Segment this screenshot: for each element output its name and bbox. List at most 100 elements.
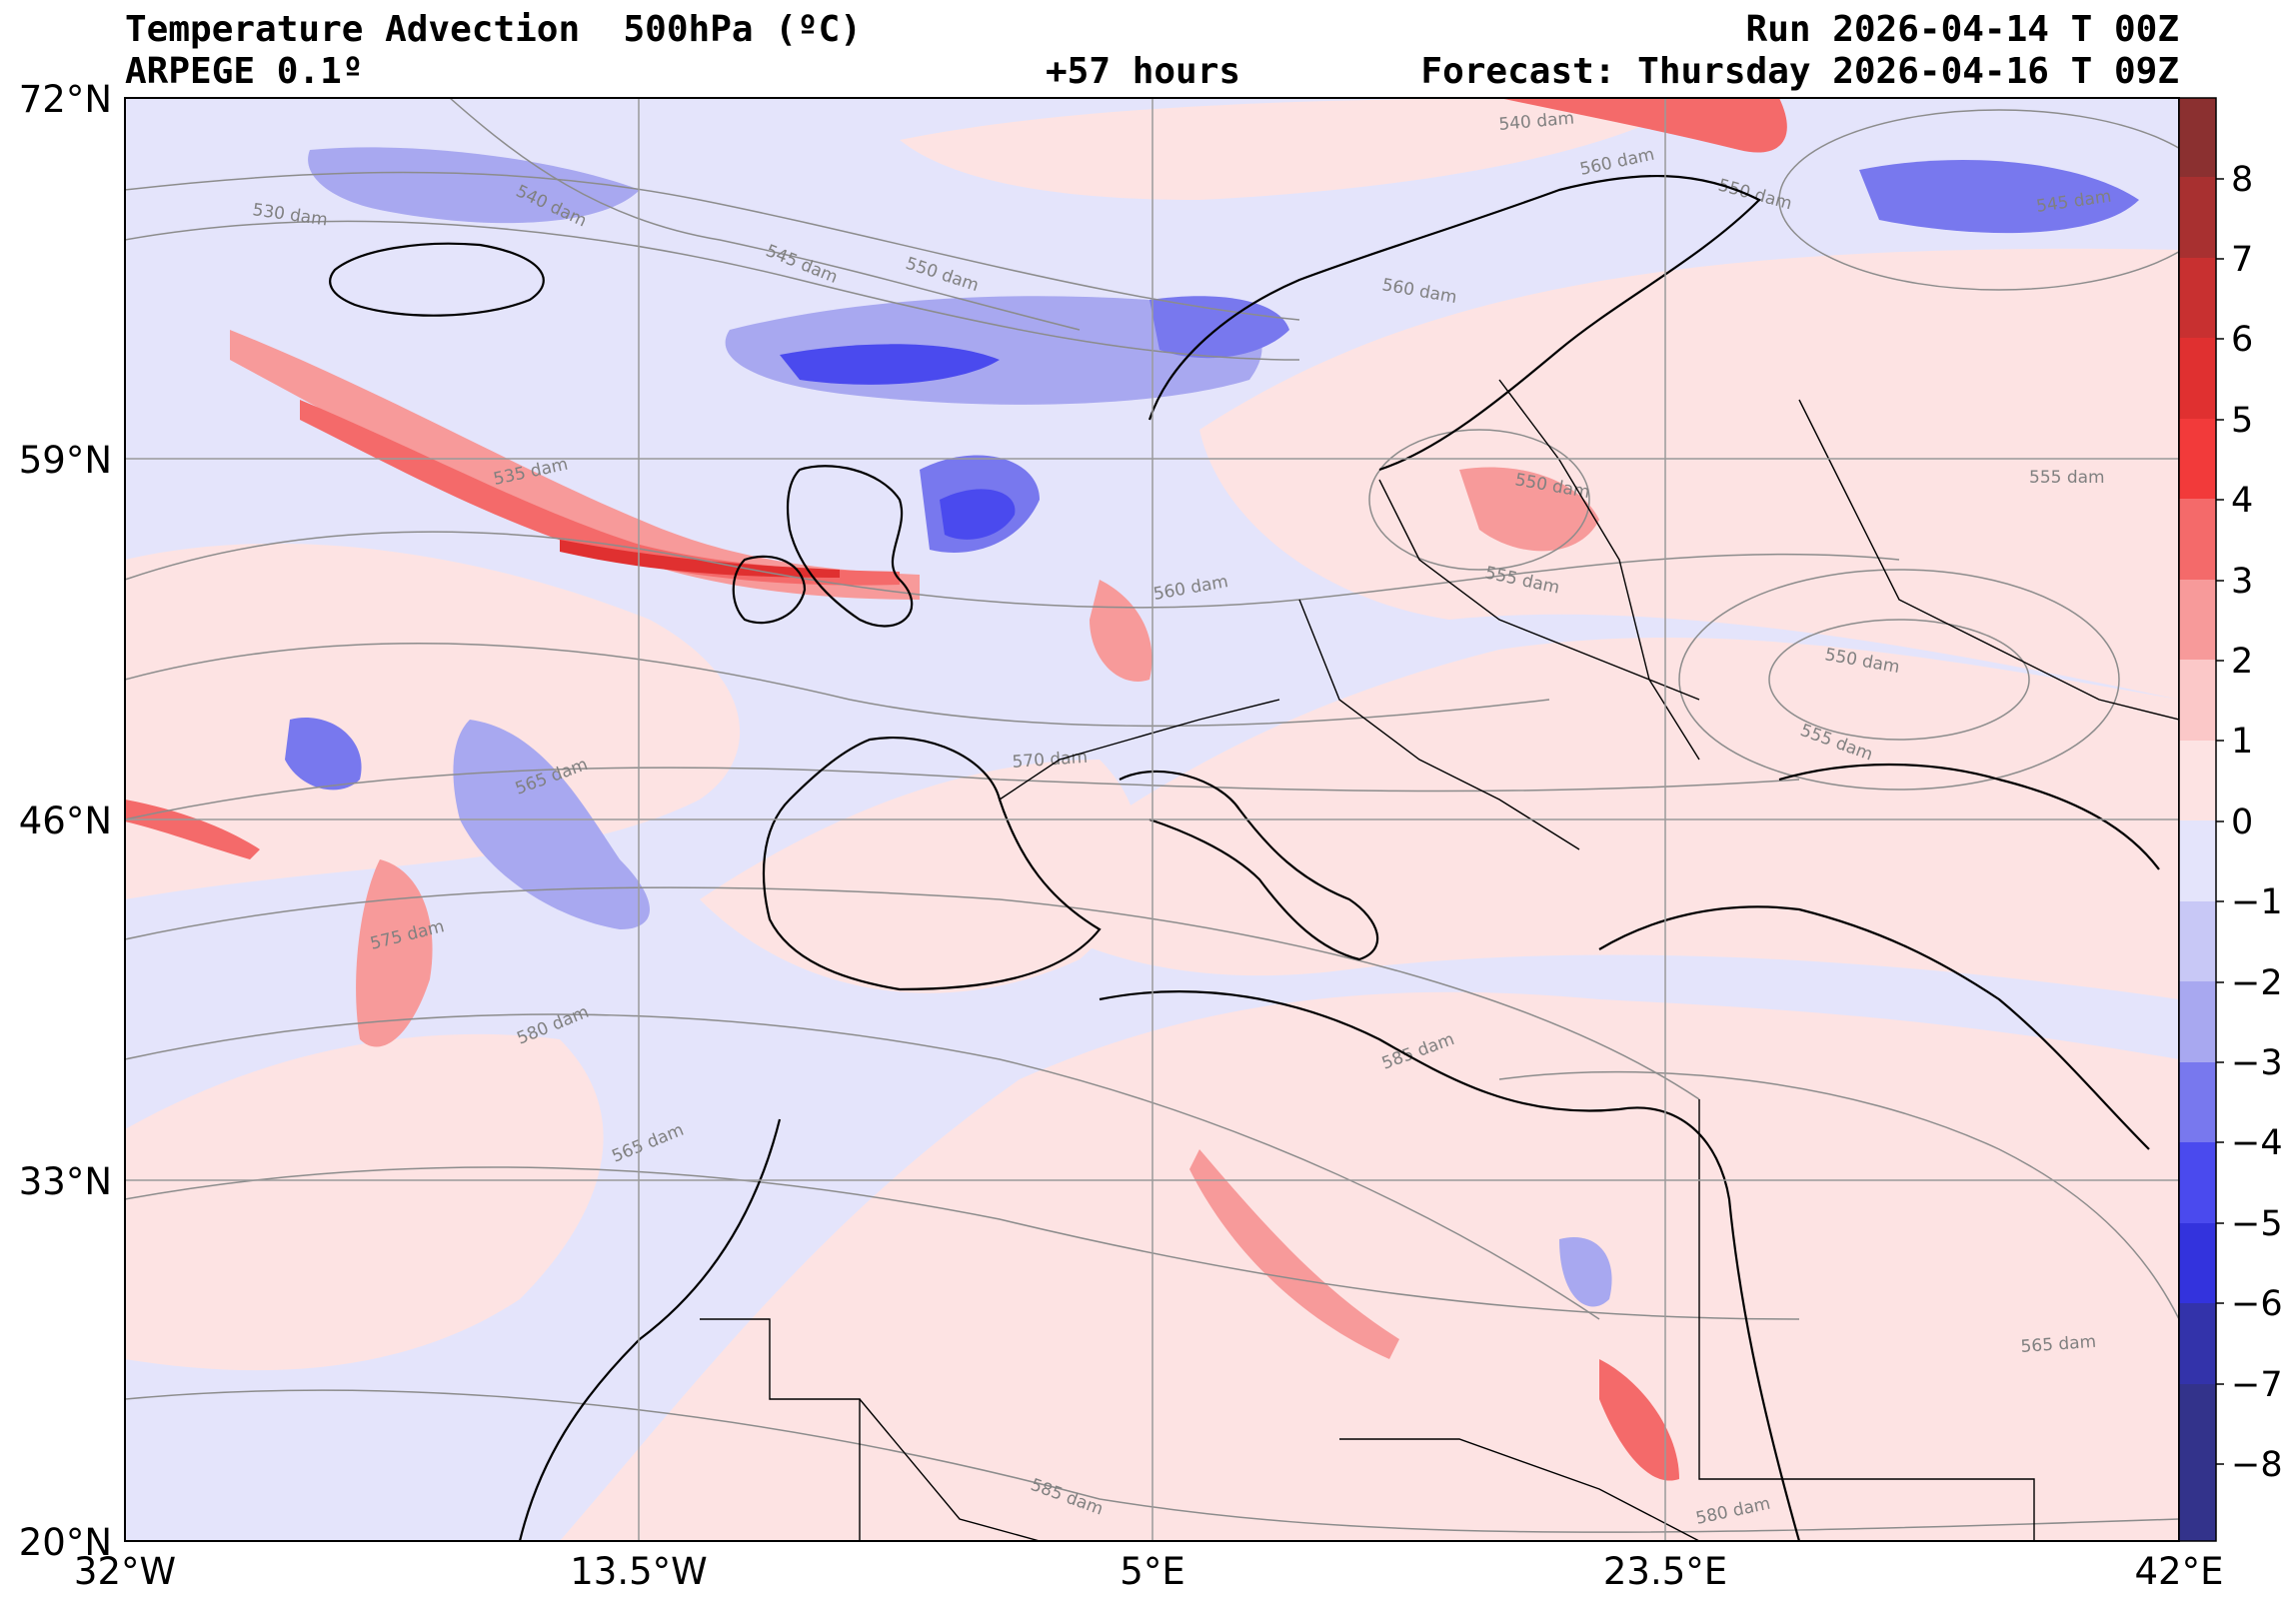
contour-line <box>125 1389 2179 1533</box>
colorbar-segment <box>2179 1384 2216 1541</box>
warm-band-west-edge <box>125 800 260 859</box>
pos-region-east-europe <box>1199 248 2179 700</box>
lat-axis: 72°N 59°N 46°N 33°N 20°N <box>19 78 112 1564</box>
border-line <box>1298 599 1580 850</box>
morocco-coast <box>518 1118 782 1541</box>
colorbar-label: −1 <box>2231 882 2283 922</box>
border-line <box>1378 479 1700 701</box>
model-name: ARPEGE 0.1º <box>125 51 364 92</box>
colorbar-label: 5 <box>2231 401 2253 441</box>
contour-closed-russia-outer <box>1678 569 2120 791</box>
warm-patch-netherlands <box>1090 580 1152 682</box>
lon-label: 32°W <box>74 1550 176 1593</box>
contour-line <box>125 220 1300 361</box>
lat-label: 46°N <box>19 800 112 842</box>
colorbar: 8 7 6 5 4 3 2 1 0 −1 −2 −3 −4 −5 −6 −7 −… <box>2178 97 2283 1542</box>
warm-band-azores <box>356 859 433 1047</box>
colorbar-segment <box>2179 1062 2216 1142</box>
contour-label: 555 dam <box>2029 468 2105 488</box>
colorbar-segment <box>2179 981 2216 1062</box>
lead-time: +57 hours <box>1046 51 1241 92</box>
colorbar-label: 6 <box>2231 320 2253 360</box>
cold-patch-north-sea-core <box>940 489 1016 540</box>
border-line <box>859 1398 1041 1541</box>
border-line <box>999 699 1280 801</box>
colorbar-label: −3 <box>2231 1043 2283 1083</box>
contour-line <box>1498 1070 2179 1320</box>
lat-label: 59°N <box>19 439 112 482</box>
iceland-coast <box>329 242 545 317</box>
contour-line <box>125 767 1800 820</box>
colorbar-segment <box>2179 820 2216 901</box>
cold-patch-iceland-n <box>308 147 640 224</box>
colorbar-label: 7 <box>2231 240 2253 280</box>
contour-line <box>125 531 1900 609</box>
lat-label: 72°N <box>19 78 112 121</box>
colorbar-label: 0 <box>2231 802 2253 842</box>
contour-line <box>125 171 1300 321</box>
contour-line <box>125 643 1550 728</box>
border-line <box>700 1318 861 1541</box>
lon-axis: 32°W 13.5°W 5°E 23.5°E 42°E <box>74 1550 2224 1593</box>
forecast-time: Forecast: Thursday 2026-04-16 T 09Z <box>1420 51 2179 92</box>
height-contours <box>125 98 2179 1533</box>
colorbar-label: −6 <box>2231 1284 2283 1324</box>
colorbar-label: 3 <box>2231 562 2253 602</box>
colorbar-label: 1 <box>2231 722 2253 762</box>
run-time: Run 2026-04-14 T 00Z <box>1745 9 2179 50</box>
colorbar-segment <box>2179 1223 2216 1303</box>
colorbar-segment <box>2179 660 2216 741</box>
colorbar-segment <box>2179 338 2216 419</box>
colorbar-segment <box>2179 419 2216 499</box>
colorbar-label: −5 <box>2231 1204 2283 1244</box>
pos-region-iberia <box>700 760 1140 993</box>
north-africa-coast <box>1099 990 1801 1541</box>
scandinavia-coast <box>1148 174 1761 472</box>
cold-band-norwegian-core <box>780 344 1000 385</box>
chart-title: Temperature Advection 500hPa (ºC) <box>125 9 862 50</box>
colorbar-segment <box>2179 499 2216 580</box>
graticule <box>125 98 2179 1541</box>
colorbar-label: −8 <box>2231 1445 2283 1485</box>
lat-label: 33°N <box>19 1160 112 1203</box>
border-line <box>1698 1099 2035 1541</box>
contour-closed-baltic <box>1368 429 1590 571</box>
black-sea-coast <box>1778 763 2160 870</box>
ireland-coast <box>732 555 807 625</box>
lon-label: 5°E <box>1120 1550 1184 1593</box>
contour-line <box>449 98 1081 331</box>
colorbar-label: −4 <box>2231 1123 2283 1163</box>
border-line <box>1798 399 2179 721</box>
pos-region-africa <box>560 991 2179 1541</box>
colorbar-label: 2 <box>2231 642 2253 682</box>
colorbar-label: −2 <box>2231 963 2283 1003</box>
pos-region-med <box>1000 638 2179 999</box>
italy-coast <box>1119 770 1379 961</box>
coastlines <box>329 174 2160 1541</box>
colorbar-segment <box>2179 1142 2216 1223</box>
colorbar-segment <box>2179 901 2216 981</box>
contour-closed-kola <box>1778 109 2179 291</box>
colorbar-segment <box>2179 258 2216 338</box>
warm-patch-egypt <box>1599 1359 1679 1481</box>
pos-region-canary <box>125 1033 604 1371</box>
contour-line <box>125 886 1700 1100</box>
cold-patch-atlantic-w <box>285 718 362 791</box>
colorbar-segment <box>2179 741 2216 820</box>
contour-line <box>125 1166 1800 1320</box>
colorbar-segment <box>2179 580 2216 660</box>
cold-patch-kola <box>1859 160 2139 234</box>
colorbar-segment <box>2179 98 2216 177</box>
warm-band-barents <box>1499 98 1787 153</box>
britain-coast <box>786 465 914 628</box>
lon-label: 13.5°W <box>570 1550 707 1593</box>
lat-label: 20°N <box>19 1521 112 1564</box>
cold-patch-egypt <box>1559 1237 1612 1307</box>
colorbar-label: 4 <box>2231 481 2253 521</box>
warm-band-libya <box>1189 1149 1399 1359</box>
colorbar-label: −7 <box>2231 1365 2283 1405</box>
lon-label: 23.5°E <box>1603 1550 1727 1593</box>
contour-line <box>125 1013 1600 1320</box>
colorbar-label: 8 <box>2231 160 2253 200</box>
